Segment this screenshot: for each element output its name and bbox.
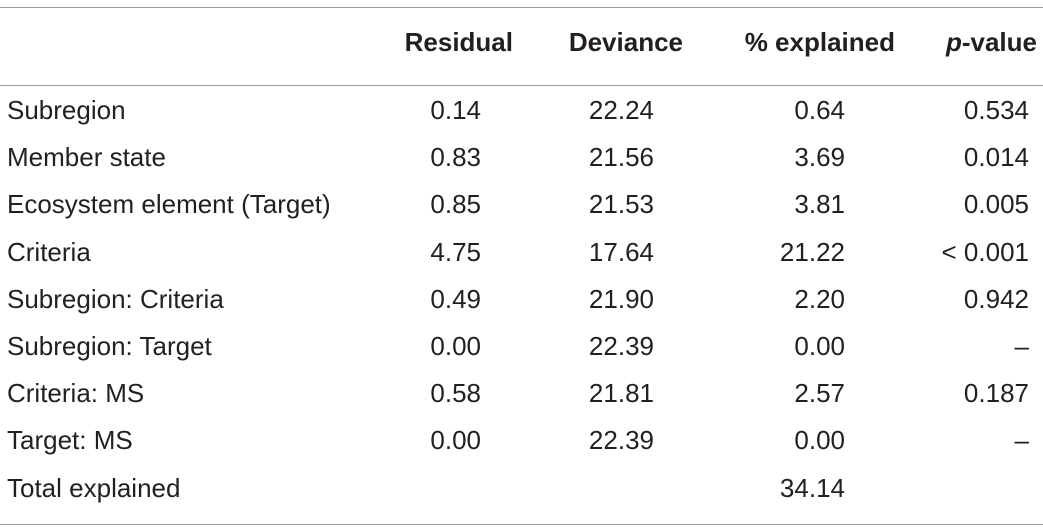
row-pct-explained: 0.00: [794, 425, 845, 456]
table-header-rule: [0, 85, 1043, 86]
row-residual: 4.75: [430, 236, 481, 267]
table-row: Target: MS 0.00 22.39 0.00 –: [0, 420, 1043, 467]
row-residual: 0.14: [430, 95, 481, 125]
header-deviance: Deviance: [568, 27, 683, 57]
row-deviance: 21.56: [588, 142, 654, 173]
header-p-value-italic: p: [945, 27, 962, 57]
table-row: Criteria: MS 0.58 21.81 2.57 0.187: [0, 373, 1043, 420]
table-header-row: Residual Deviance % explained p-value: [0, 22, 1043, 69]
row-deviance: 17.64: [588, 236, 654, 267]
header-residual: Residual: [404, 27, 513, 57]
row-pct-explained: 21.22: [779, 236, 845, 267]
row-pct-explained: 0.00: [794, 331, 845, 361]
header-p-value: p-value: [946, 22, 1037, 62]
row-p-value: 0.005: [963, 189, 1029, 220]
row-residual: 0.85: [430, 189, 481, 220]
table-bottom-rule: [0, 524, 1043, 525]
row-p-value: 0.014: [963, 142, 1029, 173]
row-p-value: –: [1014, 425, 1029, 456]
row-label: Subregion: Criteria: [7, 283, 224, 314]
row-deviance: 21.53: [588, 189, 654, 220]
row-residual: 0.83: [430, 142, 481, 173]
row-residual: 0.49: [430, 283, 481, 314]
row-label: Member state: [7, 142, 166, 173]
table-row: Member state 0.83 21.56 3.69 0.014: [0, 137, 1043, 184]
row-p-value: 0.534: [963, 95, 1029, 125]
row-deviance: 21.90: [588, 283, 654, 314]
row-residual: 0.00: [430, 331, 481, 361]
header-pct-explained: % explained: [744, 27, 895, 57]
row-residual: 0.00: [430, 425, 481, 456]
row-pct-explained: 34.14: [779, 472, 845, 503]
row-pct-explained: 0.64: [794, 95, 845, 125]
row-pct-explained: 2.57: [794, 378, 845, 409]
table-row: Total explained 34.14: [0, 468, 1043, 515]
table-top-rule: [0, 7, 1043, 8]
table-row: Subregion: Target 0.00 22.39 0.00 –: [0, 326, 1043, 373]
table-row: Subregion: Criteria 0.49 21.90 2.20 0.942: [0, 279, 1043, 326]
row-p-value: < 0.001: [941, 236, 1029, 267]
row-p-value: –: [1014, 331, 1029, 361]
row-label: Total explained: [7, 472, 181, 503]
table-row: Criteria 4.75 17.64 21.22 < 0.001: [0, 232, 1043, 279]
row-label: Criteria: [7, 236, 91, 267]
row-label: Subregion: [7, 95, 126, 125]
row-label: Ecosystem element (Target): [7, 189, 331, 220]
row-label: Criteria: MS: [7, 378, 145, 409]
row-deviance: 21.81: [588, 378, 654, 409]
row-pct-explained: 3.69: [794, 142, 845, 173]
row-pct-explained: 2.20: [794, 283, 845, 314]
row-p-value: 0.187: [963, 378, 1029, 409]
row-deviance: 22.24: [588, 95, 654, 125]
row-p-value: 0.942: [963, 283, 1029, 314]
header-p-value-rest: -value: [961, 27, 1037, 57]
row-deviance: 22.39: [588, 331, 654, 361]
row-label: Target: MS: [7, 425, 133, 456]
row-residual: 0.58: [430, 378, 481, 409]
row-deviance: 22.39: [588, 425, 654, 456]
table-row: Ecosystem element (Target) 0.85 21.53 3.81 0…: [0, 184, 1043, 231]
row-label: Subregion: Target: [7, 331, 212, 361]
table-row: Subregion 0.14 22.24 0.64 0.534: [0, 90, 1043, 137]
row-pct-explained: 3.81: [794, 189, 845, 220]
